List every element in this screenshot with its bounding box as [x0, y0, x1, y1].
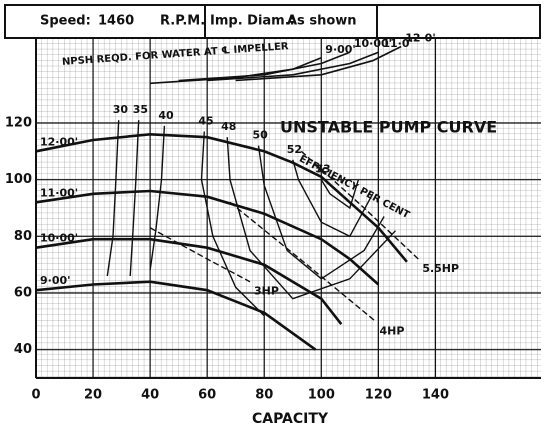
series-label: 10·00'	[40, 232, 78, 245]
y-tick-label: 80	[14, 229, 32, 244]
head-curve	[35, 189, 380, 286]
diameter-label: Imp. Diam.:	[210, 14, 295, 29]
efficiency-curve	[129, 120, 140, 277]
x-tick-label: 20	[84, 388, 102, 403]
series-label: 30	[113, 103, 129, 116]
diameter: As shown	[287, 14, 357, 29]
series-label: 10·00'	[354, 37, 392, 50]
series-label: 52	[287, 143, 302, 156]
series-label: 40	[158, 109, 174, 122]
series-label: 12·00'	[40, 135, 78, 148]
y-tick-label: 40	[14, 342, 32, 357]
series-label: 9·00'	[325, 43, 356, 56]
series-label: 35	[133, 103, 148, 116]
speed-label: Speed:	[40, 14, 91, 29]
y-tick-label: 100	[5, 172, 32, 187]
efficiency-curve	[257, 145, 385, 280]
series-label: 11·00'	[40, 186, 78, 199]
header-box	[4, 4, 541, 39]
x-tick-label: 120	[365, 388, 392, 403]
npsh-curve	[150, 57, 322, 85]
efficiency-curve	[106, 120, 120, 277]
x-tick-label: 0	[31, 388, 40, 403]
series-label: 4HP	[380, 324, 405, 337]
annotation: UNSTABLE PUMP CURVE	[280, 118, 497, 137]
efficiency-curve	[200, 131, 265, 317]
x-tick-label: 80	[255, 388, 273, 403]
head-curve	[35, 132, 408, 263]
series-label: 53	[315, 163, 330, 176]
series-label: 9·00'	[40, 274, 71, 287]
series-label: 45	[198, 115, 213, 128]
efficiency-curve	[320, 179, 360, 210]
x-tick-label: 60	[198, 388, 216, 403]
speed: 1460	[98, 14, 134, 29]
power-curve	[149, 227, 251, 283]
minor-grid	[36, 38, 541, 378]
x-tick-label: 140	[422, 388, 449, 403]
npsh-curve	[207, 51, 379, 82]
power-curve	[300, 150, 419, 260]
series-label: 11·0'	[382, 37, 413, 50]
efficiency-curve	[292, 159, 374, 238]
y-tick-label: 120	[5, 116, 32, 131]
series-label: 48	[221, 120, 236, 133]
head-curve	[35, 280, 317, 351]
x-axis-label: CAPACITY	[252, 411, 329, 427]
npsh-curve	[235, 45, 402, 82]
npsh-curve	[178, 51, 351, 82]
y-tick-label: 60	[14, 286, 32, 301]
series-label: 3HP	[254, 285, 279, 298]
efficiency-curve	[149, 125, 166, 271]
series-label: 12·0'	[405, 32, 436, 45]
x-tick-label: 100	[308, 388, 335, 403]
head-curve	[35, 237, 343, 326]
x-tick-label: 40	[141, 388, 159, 403]
series-label: 5.5HP	[422, 262, 459, 275]
efficiency-curve	[226, 137, 397, 300]
series-label: 50	[253, 129, 269, 142]
speed-unit: R.P.M.	[160, 14, 205, 29]
power-curve	[229, 201, 376, 322]
